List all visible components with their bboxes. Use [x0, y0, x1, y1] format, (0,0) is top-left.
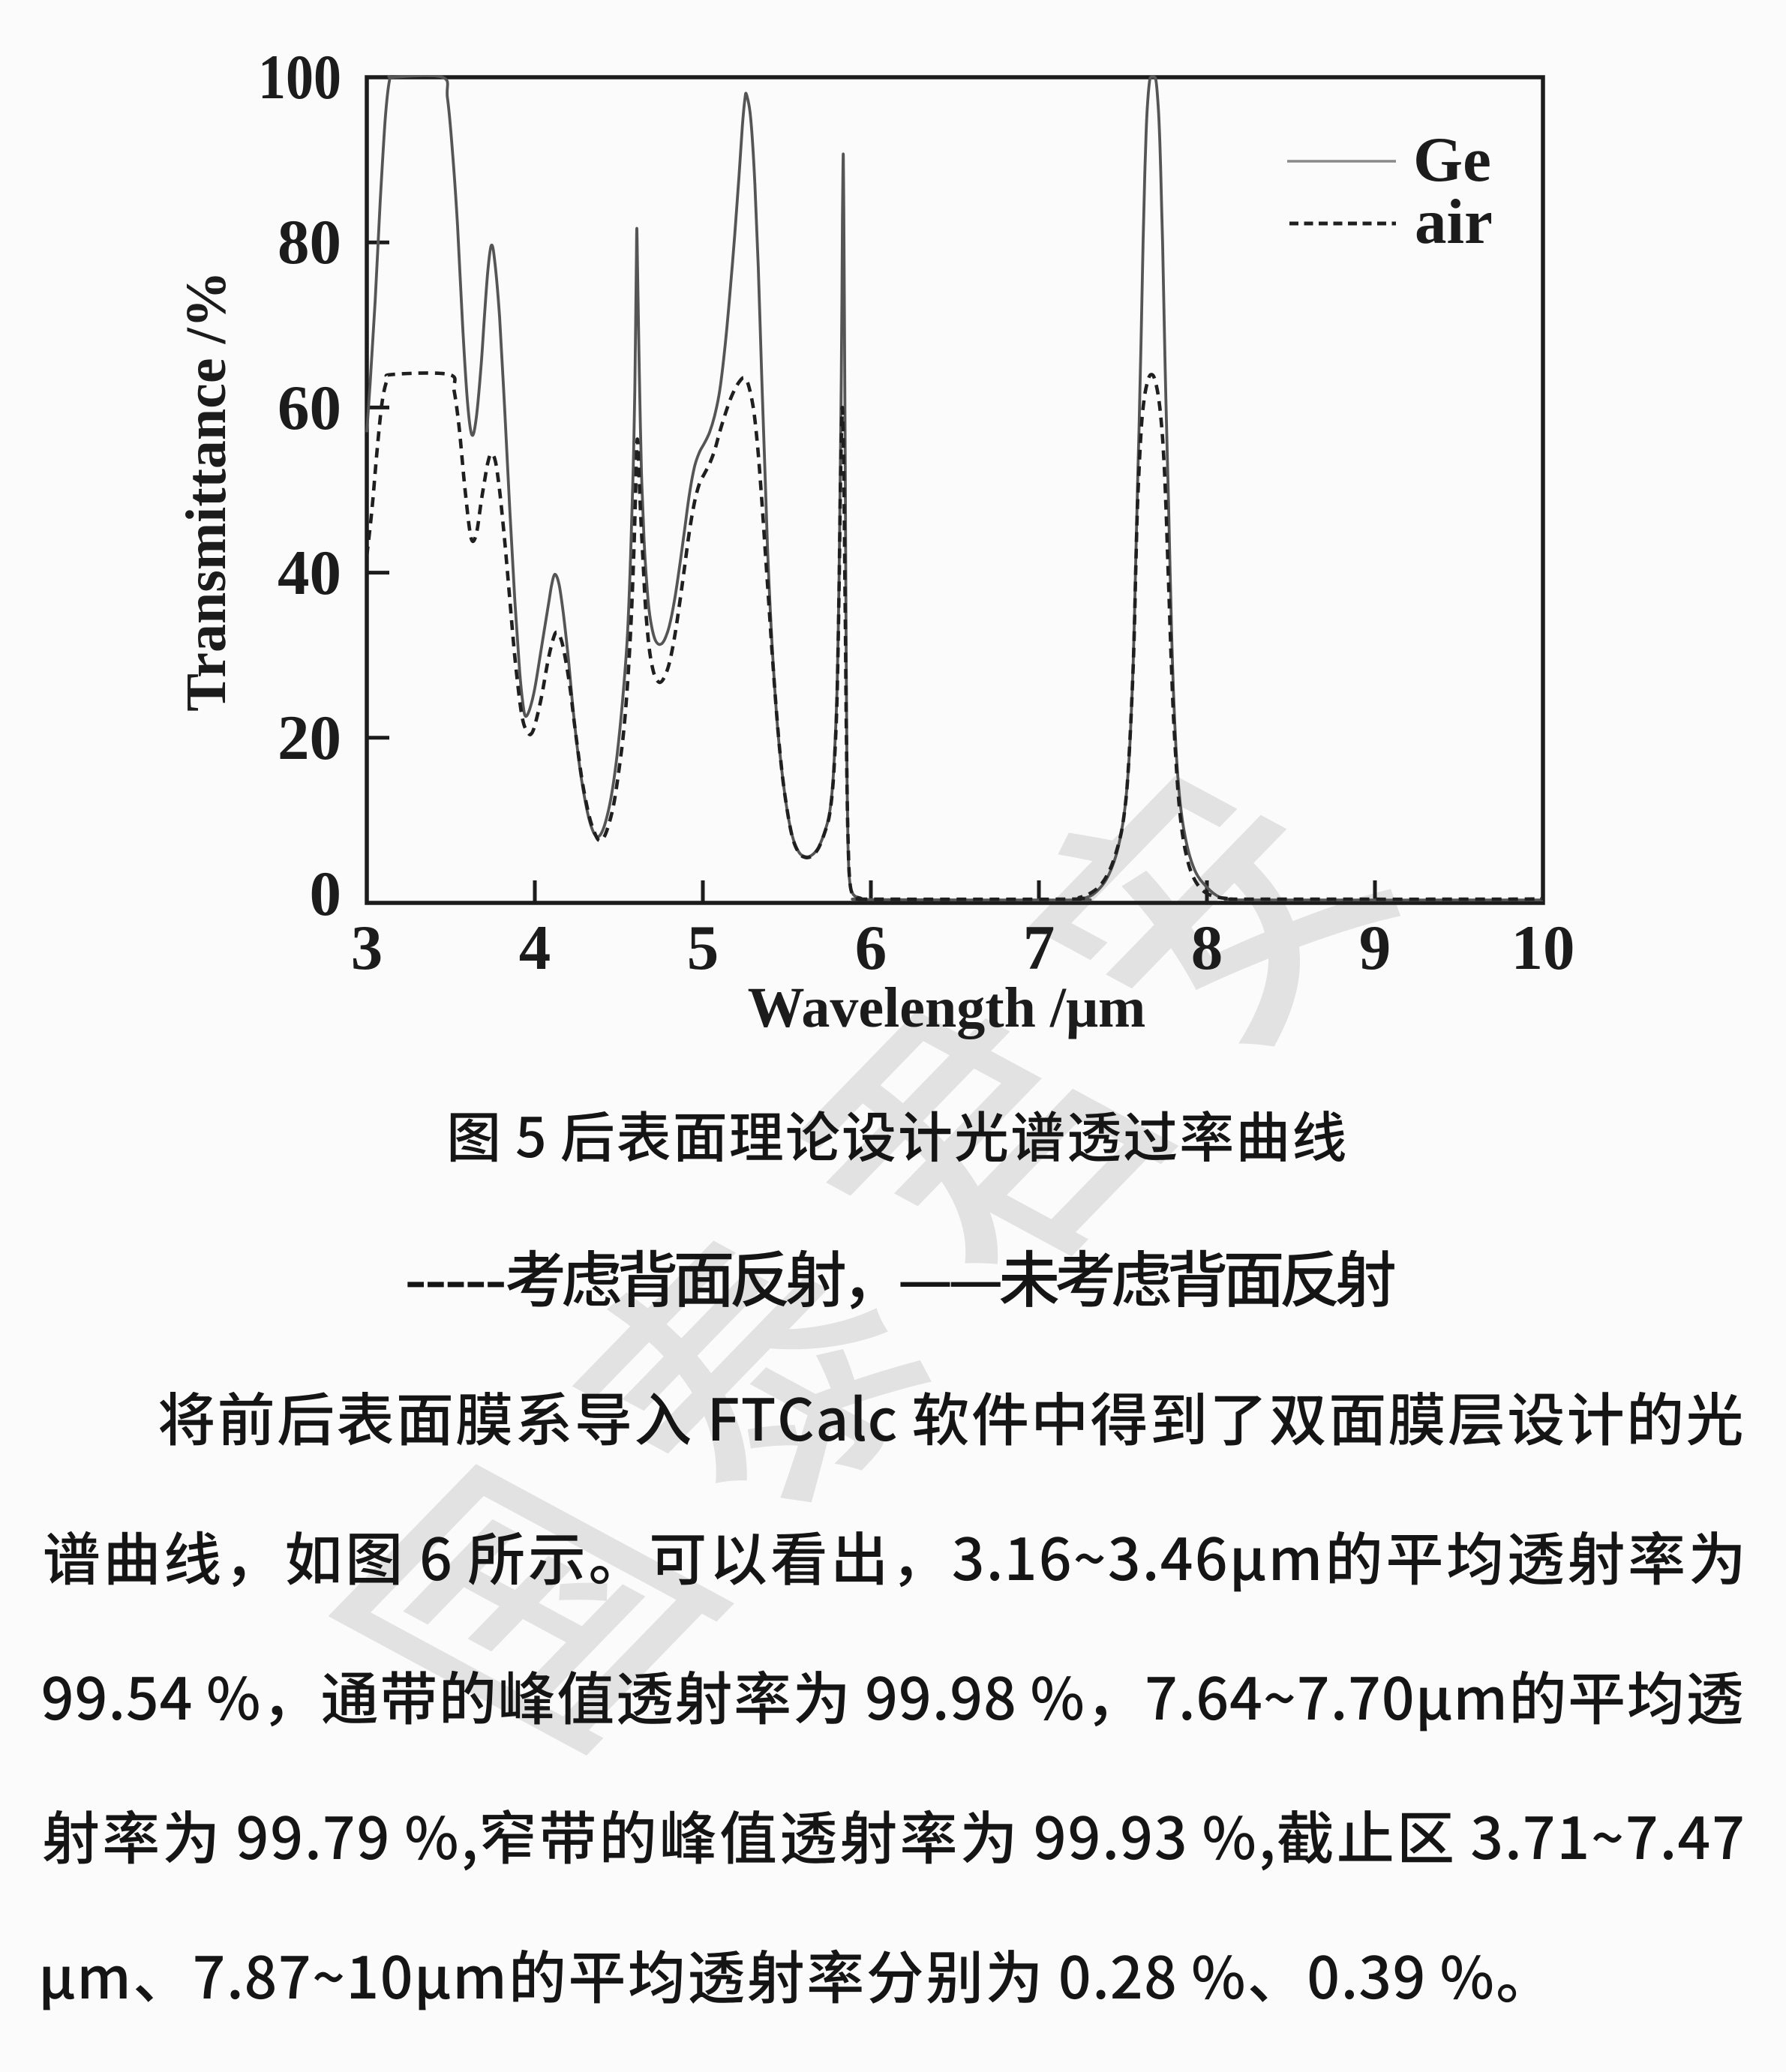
svg-text:Wavelength /μm: Wavelength /μm [748, 976, 1146, 1039]
svg-text:100: 100 [258, 42, 341, 112]
svg-text:40: 40 [278, 538, 341, 608]
svg-text:7: 7 [1023, 913, 1055, 983]
svg-text:20: 20 [278, 703, 341, 773]
svg-text:6: 6 [855, 913, 887, 983]
svg-text:Transmittance /%: Transmittance /% [175, 271, 238, 712]
svg-text:80: 80 [278, 207, 341, 277]
svg-text:4: 4 [519, 913, 551, 983]
svg-text:8: 8 [1191, 913, 1223, 983]
svg-text:air: air [1415, 187, 1493, 257]
svg-text:Ge: Ge [1413, 124, 1491, 195]
svg-text:3: 3 [351, 913, 383, 983]
svg-text:0: 0 [310, 859, 342, 929]
svg-text:60: 60 [278, 373, 341, 443]
svg-text:10: 10 [1511, 913, 1575, 983]
svg-text:5: 5 [687, 913, 719, 983]
svg-text:9: 9 [1359, 913, 1391, 983]
